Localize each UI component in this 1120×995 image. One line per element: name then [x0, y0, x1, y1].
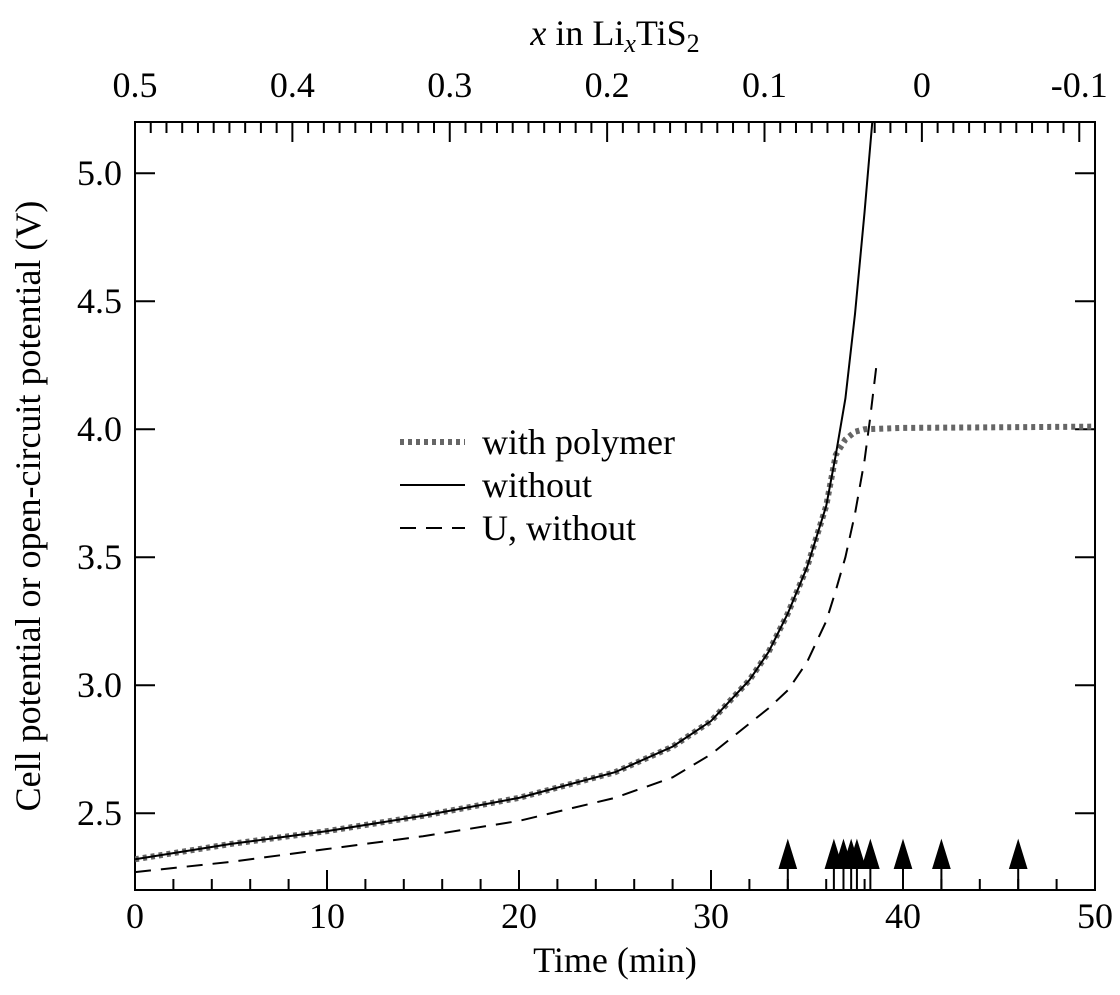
arrow-marker	[1008, 838, 1028, 890]
label-part: in Li	[546, 13, 624, 53]
x-tick-label: 30	[693, 896, 729, 936]
y-tick-label: 3.5	[77, 537, 122, 577]
x2-tick-label: 0.2	[585, 65, 630, 105]
y-axis-label: Cell potential or open-circuit potential…	[8, 201, 48, 812]
x2-tick-label: 0	[913, 65, 931, 105]
plot-frame	[134, 121, 1096, 891]
series-line	[135, 359, 879, 874]
x-tick-label: 20	[501, 896, 537, 936]
x-axis-label: Time (min)	[533, 940, 697, 980]
y-tick-label: 3.0	[77, 665, 122, 705]
label-part: x	[623, 29, 636, 58]
x-tick-label: 0	[126, 896, 144, 936]
legend-label: without	[482, 465, 592, 505]
y-tick-label: 2.5	[77, 793, 122, 833]
x2-tick-label: 0.3	[427, 65, 472, 105]
arrow-marker	[932, 838, 951, 890]
legend-label: with polymer	[482, 422, 675, 462]
arrow-marker	[778, 838, 798, 890]
x2-tick-label: 0.4	[270, 65, 315, 105]
arrow-marker	[893, 838, 913, 890]
label-part: x	[529, 13, 546, 53]
arrow-marker	[824, 838, 844, 890]
y-tick-label: 4.0	[77, 409, 122, 449]
x2-tick-label: -0.1	[1051, 65, 1108, 105]
label-part: 2	[687, 29, 700, 58]
arrow-marker	[847, 838, 867, 890]
series-line	[135, 423, 1095, 863]
x2-tick-label: 0.1	[742, 65, 787, 105]
legend-label: U, without	[482, 508, 636, 548]
arrow-marker	[861, 838, 880, 890]
y-tick-label: 4.5	[77, 281, 122, 321]
y-tick-label: 5.0	[77, 153, 122, 193]
series-line	[135, 122, 874, 861]
x-tick-label: 50	[1077, 896, 1113, 936]
top-axis-label: x in LixTiS2	[529, 13, 699, 58]
x-tick-label: 40	[885, 896, 921, 936]
label-part: TiS	[636, 13, 687, 53]
x2-tick-label: 0.5	[113, 65, 158, 105]
x-tick-label: 10	[309, 896, 345, 936]
